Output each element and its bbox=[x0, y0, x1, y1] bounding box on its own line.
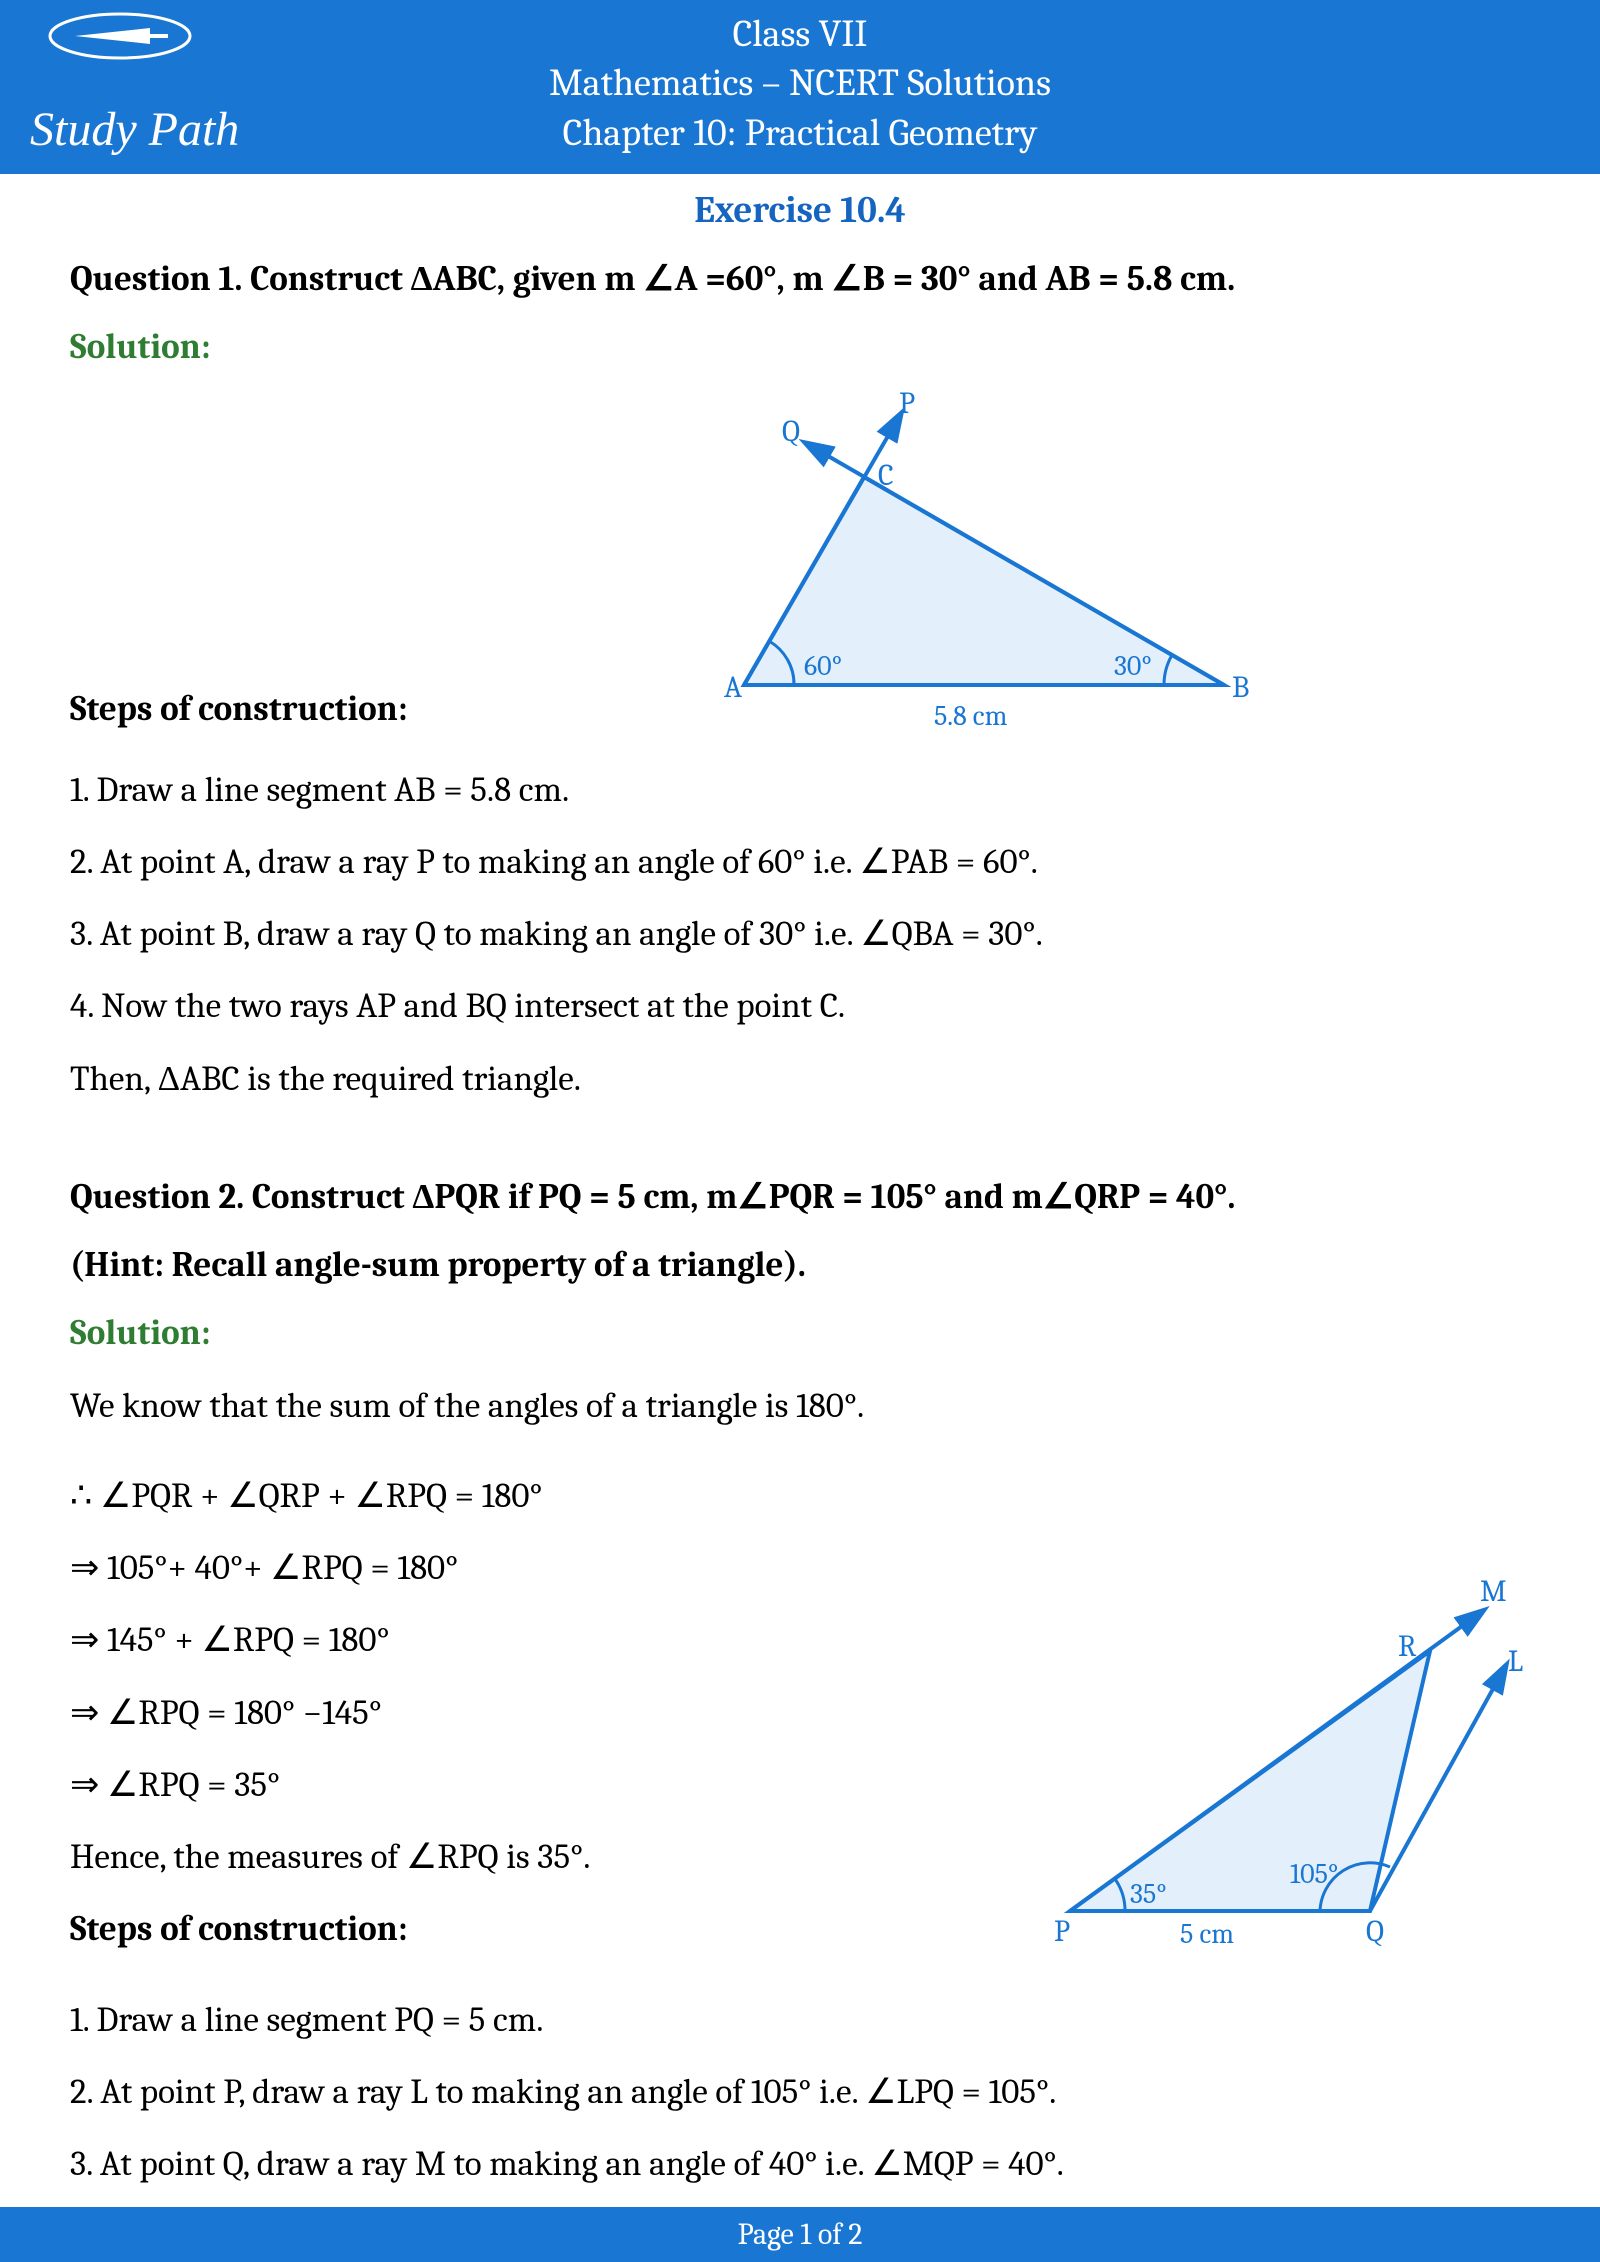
q2-calc1: ∴ ∠PQR + ∠QRP + ∠RPQ = 180° bbox=[70, 1469, 980, 1523]
angle-P2: 35° bbox=[1130, 1878, 1167, 1910]
q1-step-1: 1. Draw a line segment AB = 5.8 cm. bbox=[70, 763, 1530, 817]
question-2-line2: (Hint: Recall angle-sum property of a tr… bbox=[70, 1238, 1530, 1292]
label-B: B bbox=[1232, 670, 1249, 705]
logo-text: Study Path bbox=[30, 102, 239, 157]
q2-calc4: ⇒ ∠RPQ = 180° −145° bbox=[70, 1686, 980, 1740]
q2-step-2: 2. At point P, draw a ray L to making an… bbox=[70, 2065, 1530, 2119]
label-M2: M bbox=[1480, 1574, 1507, 1609]
question-1: Question 1. Construct ΔABC, given m ∠A =… bbox=[70, 252, 1530, 306]
q1-conclusion: Then, ΔABC is the required triangle. bbox=[70, 1052, 1530, 1106]
triangle-abc-diagram: A B C P Q 60° 30° 5.8 cm bbox=[674, 385, 1294, 745]
angle-A: 60° bbox=[804, 650, 842, 682]
solution-label-1: Solution: bbox=[70, 320, 1530, 374]
header-lines: Class VII Mathematics – NCERT Solutions … bbox=[0, 10, 1600, 158]
steps-label-1: Steps of construction: bbox=[70, 682, 408, 736]
q1-step-3: 3. At point B, draw a ray Q to making an… bbox=[70, 907, 1530, 961]
label-P: P bbox=[899, 386, 915, 421]
page-footer: Page 1 of 2 bbox=[0, 2207, 1600, 2262]
q2-intro-row: We know that the sum of the angles of a … bbox=[70, 1379, 1530, 1433]
q1-figure-row: Steps of construction: bbox=[70, 385, 1530, 745]
logo: Study Path bbox=[30, 8, 239, 157]
angle-B: 30° bbox=[1114, 650, 1152, 682]
solution-label-2: Solution: bbox=[70, 1306, 1530, 1360]
q2-step-3: 3. At point Q, draw a ray M to making an… bbox=[70, 2137, 1530, 2191]
question-2-line1: Question 2. Construct ΔPQR if PQ = 5 cm,… bbox=[70, 1170, 1530, 1224]
footer-text: Page 1 of 2 bbox=[738, 2217, 863, 2252]
q2-step-1: 1. Draw a line segment PQ = 5 cm. bbox=[70, 1993, 1530, 2047]
label-P2: P bbox=[1054, 1914, 1070, 1949]
page-header: Study Path Class VII Mathematics – NCERT… bbox=[0, 0, 1600, 174]
label-Q2: Q bbox=[1366, 1914, 1384, 1949]
label-R2: R bbox=[1398, 1629, 1417, 1664]
header-line-2: Mathematics – NCERT Solutions bbox=[0, 59, 1600, 108]
angle-Q2: 105° bbox=[1290, 1858, 1338, 1890]
q2-calc5: ⇒ ∠RPQ = 35° bbox=[70, 1758, 980, 1812]
label-Q: Q bbox=[782, 414, 800, 449]
steps-label-2: Steps of construction: bbox=[70, 1902, 980, 1956]
label-C: C bbox=[878, 458, 894, 493]
q2-calc-end: Hence, the measures of ∠RPQ is 35°. bbox=[70, 1830, 980, 1884]
logo-icon bbox=[30, 8, 210, 98]
q2-calc2: ⇒ 105°+ 40°+ ∠RPQ = 180° bbox=[70, 1541, 980, 1595]
base-len-2: 5 cm bbox=[1180, 1918, 1234, 1950]
q2-calc-figure-row: ∴ ∠PQR + ∠QRP + ∠RPQ = 180° ⇒ 105°+ 40°+… bbox=[70, 1451, 1530, 1975]
header-line-3: Chapter 10: Practical Geometry bbox=[0, 109, 1600, 158]
label-A: A bbox=[724, 670, 742, 705]
base-len-1: 5.8 cm bbox=[934, 700, 1008, 732]
label-L2: L bbox=[1508, 1644, 1523, 1679]
header-line-1: Class VII bbox=[0, 10, 1600, 59]
q2-calc3: ⇒ 145° + ∠RPQ = 180° bbox=[70, 1613, 980, 1667]
page-content: Question 1. Construct ΔABC, given m ∠A =… bbox=[0, 252, 1600, 2191]
q1-step-4: 4. Now the two rays AP and BQ intersect … bbox=[70, 979, 1530, 1033]
q2-steps: 1. Draw a line segment PQ = 5 cm. 2. At … bbox=[70, 1993, 1530, 2192]
exercise-title: Exercise 10.4 bbox=[0, 190, 1600, 232]
q1-steps: 1. Draw a line segment AB = 5.8 cm. 2. A… bbox=[70, 763, 1530, 1106]
q1-step-2: 2. At point A, draw a ray P to making an… bbox=[70, 835, 1530, 889]
triangle-pqr-diagram: P Q R L M 35° 105° 5 cm bbox=[1010, 1511, 1530, 1951]
q2-intro: We know that the sum of the angles of a … bbox=[70, 1379, 1530, 1433]
